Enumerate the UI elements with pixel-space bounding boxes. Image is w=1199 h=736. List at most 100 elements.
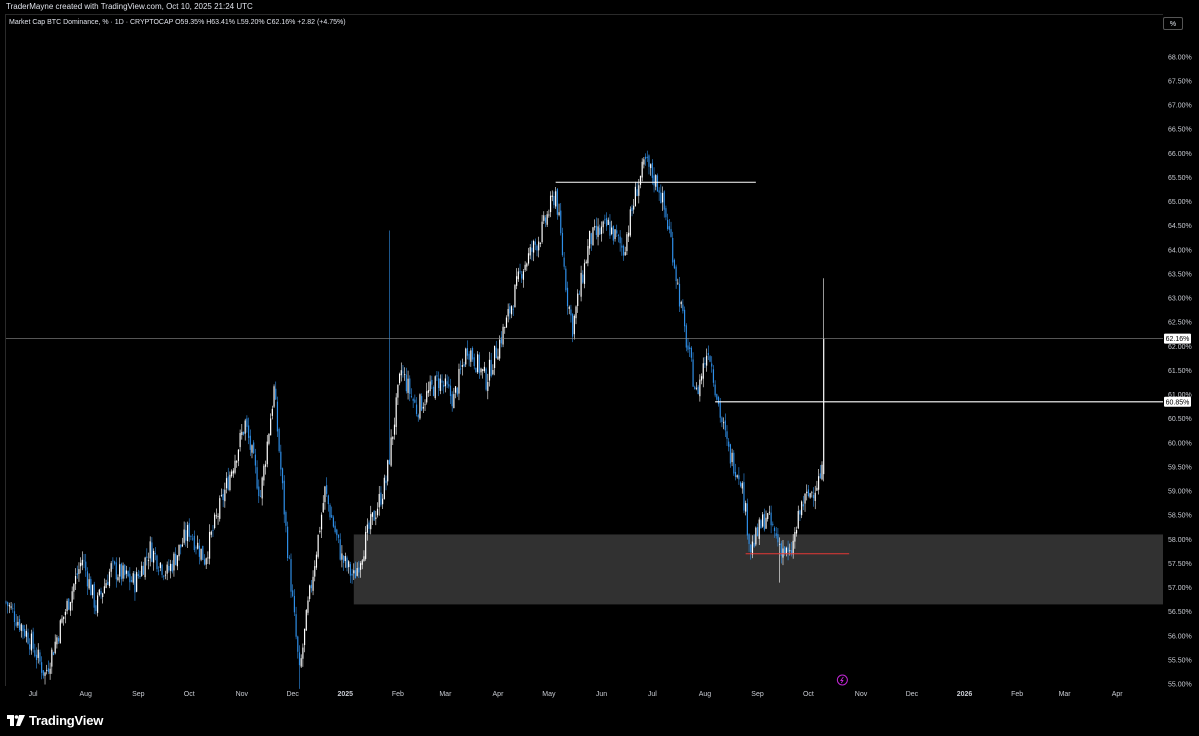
candle-body <box>779 543 781 545</box>
candle-body <box>802 504 804 507</box>
candle-body <box>673 259 676 269</box>
candle-body <box>790 550 793 555</box>
candle-body <box>309 585 311 599</box>
candle-body <box>622 245 625 256</box>
candle-body <box>124 565 126 576</box>
candle-body <box>147 559 150 561</box>
candle-body <box>341 553 343 560</box>
candle-body <box>544 217 547 223</box>
candle-body <box>159 562 161 569</box>
candle-body <box>716 394 718 400</box>
candle-body <box>130 580 133 582</box>
candle-body <box>175 553 177 565</box>
candle-body <box>665 208 667 218</box>
candle-body <box>429 381 431 392</box>
y-tick-label: 61.00% <box>1168 392 1192 399</box>
y-tick-label: 60.00% <box>1168 440 1192 447</box>
candle-body <box>477 354 479 373</box>
candle-body <box>202 545 204 560</box>
candle-body <box>675 266 677 282</box>
candle-body <box>12 608 14 610</box>
candle-body <box>246 418 248 427</box>
candle-body <box>54 641 56 654</box>
candle-body <box>188 523 190 537</box>
candle-body <box>329 504 331 518</box>
candle-body <box>236 460 238 463</box>
candle-body <box>127 571 129 577</box>
candle-body <box>281 468 284 484</box>
candle-body <box>539 243 541 244</box>
candle-body <box>405 374 407 392</box>
demand-zone <box>353 534 1164 605</box>
candle-body <box>397 384 399 398</box>
candle-body <box>100 591 102 595</box>
candle-body <box>71 591 73 603</box>
candle-body <box>161 564 163 575</box>
candle-body <box>543 215 545 221</box>
candle-body <box>626 234 628 252</box>
candle-body <box>283 480 285 515</box>
x-tick-label: Mar <box>439 691 452 698</box>
candle-body <box>607 219 609 225</box>
candle-body <box>514 284 516 308</box>
candle-body <box>402 371 404 373</box>
candle-body <box>229 474 231 491</box>
candle-body <box>163 575 165 577</box>
candle-body <box>488 359 491 381</box>
candle-body <box>667 219 669 230</box>
candle-body <box>767 513 769 519</box>
candle-body <box>66 600 68 612</box>
chart-svg[interactable]: 55.00% 55.50% 56.00% 56.50% 57.00% 57.50% 58.0… <box>0 0 1199 703</box>
y-tick-label: 68.00% <box>1168 54 1192 61</box>
candle-body <box>473 357 475 367</box>
candle-body <box>583 263 586 284</box>
candle-body <box>395 397 397 427</box>
candle-body <box>354 570 357 579</box>
candle-body <box>789 550 791 552</box>
candle-body <box>524 264 526 270</box>
candle-body <box>575 306 577 319</box>
candle-body <box>142 565 145 575</box>
chart-pane[interactable] <box>5 14 1163 686</box>
candle-body <box>15 622 17 626</box>
candle-body <box>746 503 748 536</box>
candle-body <box>139 575 141 578</box>
tradingview-logo-icon <box>7 715 25 726</box>
candle-body <box>777 534 779 543</box>
candle-body <box>807 489 810 497</box>
candle-body <box>517 271 519 280</box>
zone-layer <box>353 534 1164 605</box>
tradingview-wordmark: TradingView <box>29 713 104 728</box>
candle-body <box>768 511 771 513</box>
candle-body <box>361 560 363 565</box>
candle-body <box>765 517 767 529</box>
candle-body <box>495 347 497 359</box>
candle-body <box>636 189 638 196</box>
y-tick-label: 58.00% <box>1168 537 1192 544</box>
candle-body <box>449 385 452 397</box>
percent-scale-button[interactable]: % <box>1163 17 1183 30</box>
candle-body <box>580 272 582 297</box>
candle-body <box>597 226 599 237</box>
candle-body <box>393 424 396 435</box>
candle-body <box>668 226 670 230</box>
candle-body <box>454 386 457 393</box>
candle-body <box>750 544 752 552</box>
candle-body <box>358 567 360 573</box>
candle-body <box>158 570 160 572</box>
candle-body <box>22 625 24 632</box>
candle-body <box>700 376 703 381</box>
candle-body <box>646 156 648 158</box>
candle-body <box>332 517 335 527</box>
tradingview-brand[interactable]: TradingView <box>7 713 103 728</box>
candle-body <box>651 162 653 178</box>
candle-body <box>816 487 818 491</box>
candle-body <box>773 527 776 532</box>
candle-body <box>427 390 430 393</box>
candle-body <box>371 512 374 517</box>
candle-body <box>738 475 740 480</box>
x-tick-label: Mar <box>1059 691 1072 698</box>
candle-body <box>186 524 189 542</box>
candle-body <box>492 370 494 375</box>
y-tick-label: 61.50% <box>1168 368 1192 375</box>
